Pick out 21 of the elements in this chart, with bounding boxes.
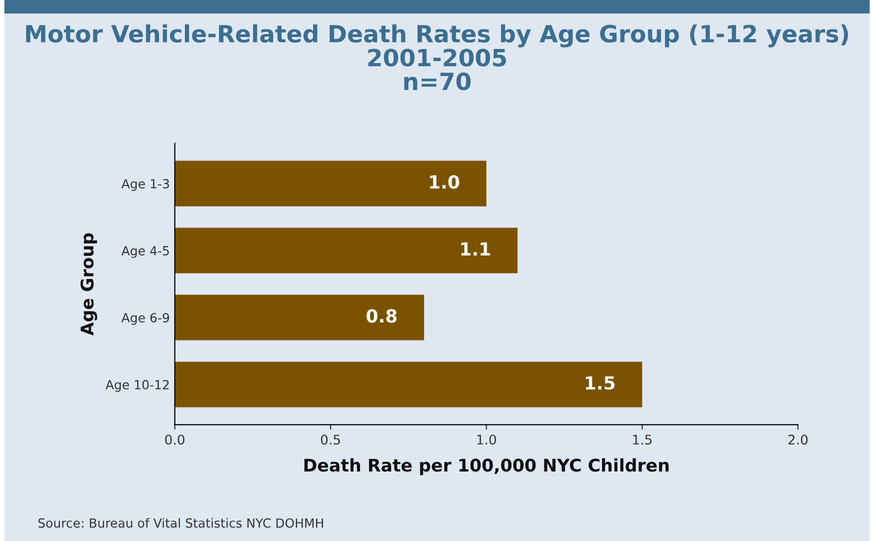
data-label: 1.1 <box>461 242 490 256</box>
x-tick-label: 1.5 <box>633 434 652 445</box>
y-tick-label: Age 1-3 <box>121 179 169 191</box>
x-axis-title: Death Rate per 100,000 NYC Children <box>304 458 669 476</box>
x-tick-label: 0.0 <box>165 434 184 445</box>
x-tick-label: 0.5 <box>320 434 340 445</box>
y-tick-label: Age 6-9 <box>121 312 170 325</box>
bar <box>174 160 486 206</box>
bar <box>174 294 424 340</box>
chart-title: Motor Vehicle-Related Death Rates by Age Group (1-12 years) 2001-2005 n=70 <box>26 24 848 90</box>
bar <box>174 362 642 408</box>
data-label: 1.5 <box>586 376 615 390</box>
data-label: 0.8 <box>366 309 397 323</box>
y-axis-title: Age Group <box>80 233 98 336</box>
y-tick-label: Age 10-12 <box>106 380 169 392</box>
source-note: Source: Bureau of Vital Statistics NYC DOHMH <box>38 518 323 528</box>
y-tick-label: Age 4-5 <box>121 246 169 258</box>
x-tick-label: 1.0 <box>477 434 496 445</box>
data-label: 1.0 <box>430 175 460 189</box>
bar <box>174 228 518 274</box>
x-tick-label: 2.0 <box>788 434 808 445</box>
